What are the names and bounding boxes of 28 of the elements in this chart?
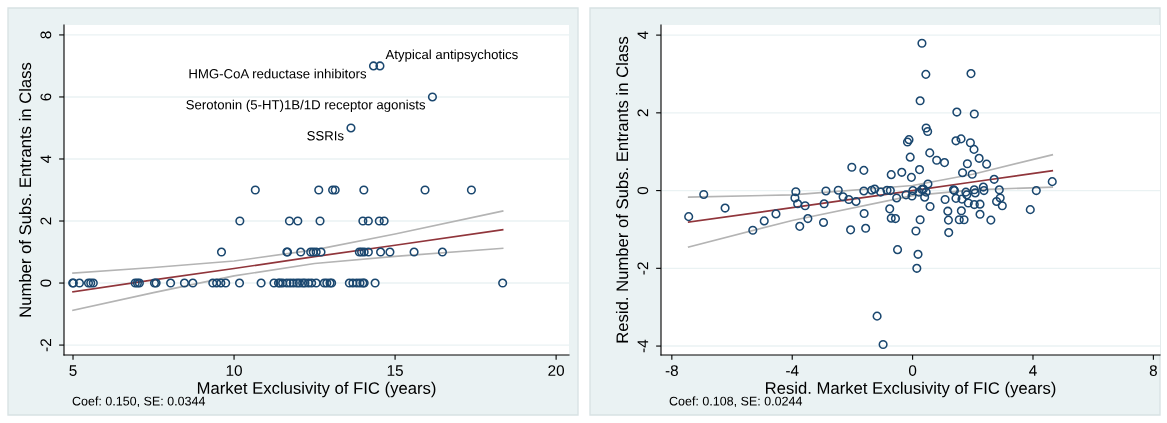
annotation: Atypical antipsychotics (385, 49, 518, 62)
annotation: Serotonin (5-HT)1B/1D receptor agonists (186, 99, 426, 113)
x-tick-label: 10 (226, 365, 242, 376)
x-tick-label: 15 (387, 365, 403, 376)
y-tick-label: -4 (637, 339, 649, 353)
y-axis-title: Number of Subs. Entrants in Class (18, 62, 32, 317)
x-tick-label: 5 (69, 365, 77, 376)
x-tick-label: -8 (665, 365, 678, 376)
y-tick-label: 0 (40, 279, 52, 287)
x-tick-label: 20 (548, 365, 565, 376)
x-tick-label: 4 (1029, 365, 1037, 376)
y-tick-label: -2 (40, 339, 52, 352)
text: Coef: 0.150, SE: 0.0344 (72, 396, 206, 408)
annotation: SSRIs (307, 131, 344, 141)
y-tick-label: 6 (40, 93, 52, 101)
y-tick-label: 4 (40, 155, 52, 163)
y-tick-label: 4 (637, 31, 649, 39)
y-tick-label: 2 (637, 109, 649, 117)
y-tick-label: 0 (637, 186, 649, 195)
x-tick-label: 0 (908, 365, 917, 376)
y-tick-label: -2 (637, 262, 649, 275)
y-tick-label: 2 (40, 217, 52, 225)
x-tick-label: 8 (1149, 365, 1157, 376)
y-axis-title: Resid. Number of Subs. Entrants in Class (615, 36, 629, 343)
x-tick-label: -4 (786, 365, 799, 376)
annotation: HMG-CoA reductase inhibitors (189, 68, 367, 79)
y-tick-label: 8 (40, 31, 52, 39)
text: Coef: 0.108, SE: 0.0244 (669, 396, 803, 408)
